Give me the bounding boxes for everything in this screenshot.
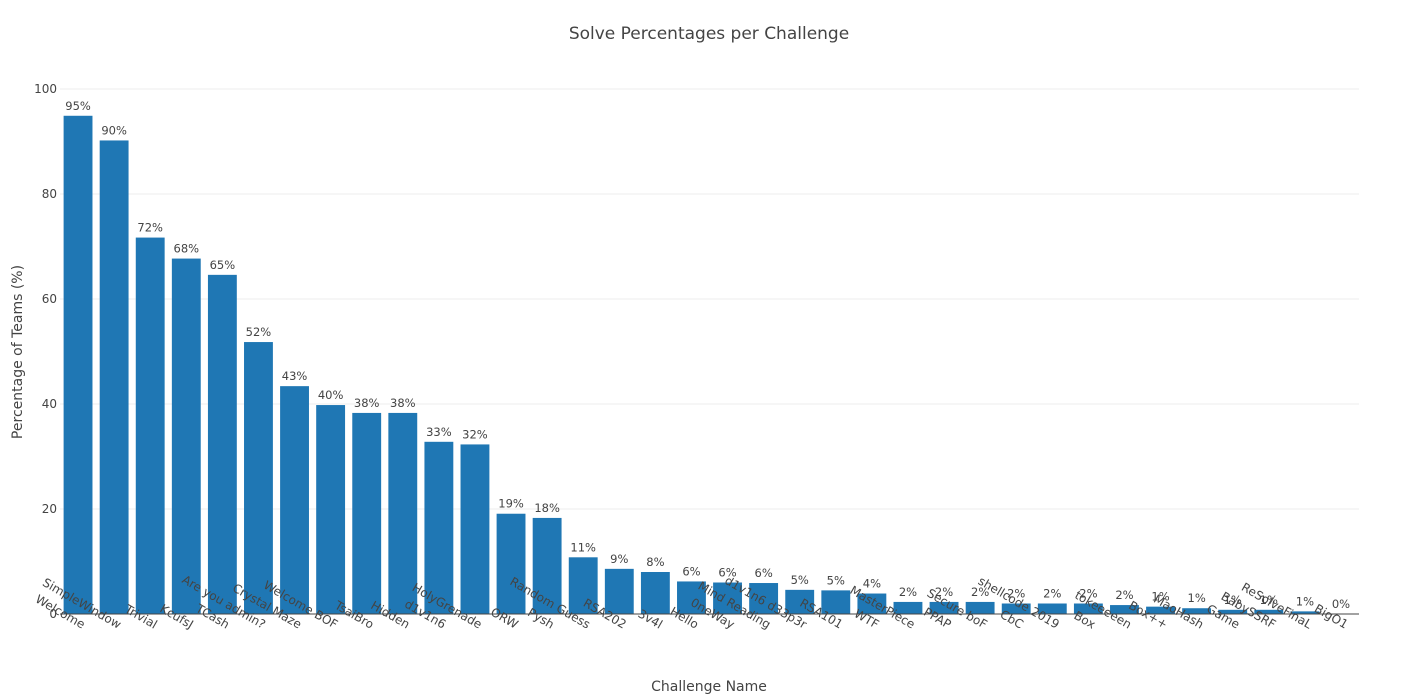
bar bbox=[1110, 605, 1139, 614]
data-label: 2% bbox=[1115, 588, 1133, 602]
data-label: 68% bbox=[174, 242, 200, 256]
bar bbox=[352, 412, 382, 614]
y-tick-label: 40 bbox=[42, 397, 57, 411]
data-label: 6% bbox=[755, 566, 773, 580]
data-label: 1% bbox=[1296, 594, 1314, 608]
gridlines bbox=[60, 88, 1359, 510]
data-label: 33% bbox=[426, 425, 452, 439]
bar bbox=[63, 115, 93, 615]
bar bbox=[316, 405, 346, 614]
data-label: 32% bbox=[462, 427, 488, 441]
data-label: 8% bbox=[646, 555, 664, 569]
bar bbox=[207, 274, 237, 614]
data-label: 11% bbox=[570, 540, 596, 554]
bar bbox=[1073, 603, 1103, 614]
data-label: 2% bbox=[1043, 587, 1061, 601]
chart-title: Solve Percentages per Challenge bbox=[569, 24, 849, 44]
bar bbox=[1290, 611, 1320, 614]
data-label: 65% bbox=[210, 258, 236, 272]
data-label: 38% bbox=[390, 396, 416, 410]
x-axis-title: Challenge Name bbox=[651, 679, 767, 695]
y-tick-label: 60 bbox=[42, 292, 57, 306]
bar bbox=[713, 582, 742, 614]
bar bbox=[244, 342, 273, 614]
bar bbox=[460, 444, 490, 614]
data-label: 2% bbox=[899, 585, 917, 599]
bar bbox=[929, 601, 959, 614]
bar bbox=[135, 237, 165, 614]
data-label: 5% bbox=[791, 573, 809, 587]
data-label: 6% bbox=[718, 566, 736, 580]
bar bbox=[388, 412, 418, 614]
bar bbox=[99, 140, 129, 614]
bar bbox=[280, 386, 309, 614]
data-label: 5% bbox=[827, 573, 845, 587]
data-label: 2% bbox=[1007, 587, 1025, 601]
bar bbox=[1001, 603, 1031, 614]
y-tick-label: 0 bbox=[49, 607, 57, 621]
y-tick-label: 80 bbox=[42, 187, 57, 201]
bar bbox=[1218, 609, 1248, 614]
bars bbox=[63, 115, 1320, 615]
bar bbox=[1146, 606, 1175, 614]
y-axis-ticks: 0 20 40 60 80 100 bbox=[34, 82, 57, 621]
bar bbox=[749, 583, 779, 614]
data-label: 4% bbox=[863, 577, 881, 591]
bar bbox=[568, 557, 598, 614]
data-label: 38% bbox=[354, 396, 380, 410]
data-label: 95% bbox=[65, 99, 91, 113]
data-label: 40% bbox=[318, 388, 344, 402]
data-label: 18% bbox=[534, 501, 560, 515]
bar bbox=[604, 568, 634, 614]
data-label: 2% bbox=[935, 585, 953, 599]
bar bbox=[1037, 603, 1067, 614]
data-label: 19% bbox=[498, 497, 524, 511]
bar bbox=[424, 441, 454, 614]
data-label: 1% bbox=[1188, 591, 1206, 605]
data-label: 2% bbox=[971, 585, 989, 599]
data-label: 6% bbox=[682, 564, 700, 578]
bar bbox=[1182, 608, 1212, 614]
data-label: 0% bbox=[1332, 597, 1350, 611]
bar bbox=[677, 581, 706, 614]
data-label: 9% bbox=[610, 552, 628, 566]
bar bbox=[496, 513, 526, 614]
bar bbox=[171, 258, 201, 614]
data-label: 90% bbox=[101, 123, 127, 137]
bar bbox=[1254, 609, 1284, 614]
data-label: 1% bbox=[1260, 593, 1278, 607]
bar bbox=[532, 517, 562, 614]
bar bbox=[640, 572, 670, 614]
bar bbox=[965, 601, 995, 614]
data-label: 1% bbox=[1224, 593, 1242, 607]
bar bbox=[821, 590, 851, 614]
y-tick-label: 100 bbox=[34, 82, 57, 96]
data-label: 72% bbox=[137, 221, 163, 235]
data-labels: 95% 90% 72% 68% 65% 52% 43% 40% 38% 38% 33% 32% 19% 1… bbox=[65, 99, 1350, 611]
data-label: 2% bbox=[1079, 587, 1097, 601]
bar bbox=[857, 593, 887, 614]
y-axis-title: Percentage of Teams (%) bbox=[10, 265, 26, 439]
bar bbox=[893, 601, 923, 614]
bar bbox=[785, 589, 815, 614]
data-label: 43% bbox=[282, 369, 308, 383]
y-tick-label: 20 bbox=[42, 502, 57, 516]
data-label: 1% bbox=[1151, 590, 1169, 604]
data-label: 52% bbox=[246, 325, 272, 339]
